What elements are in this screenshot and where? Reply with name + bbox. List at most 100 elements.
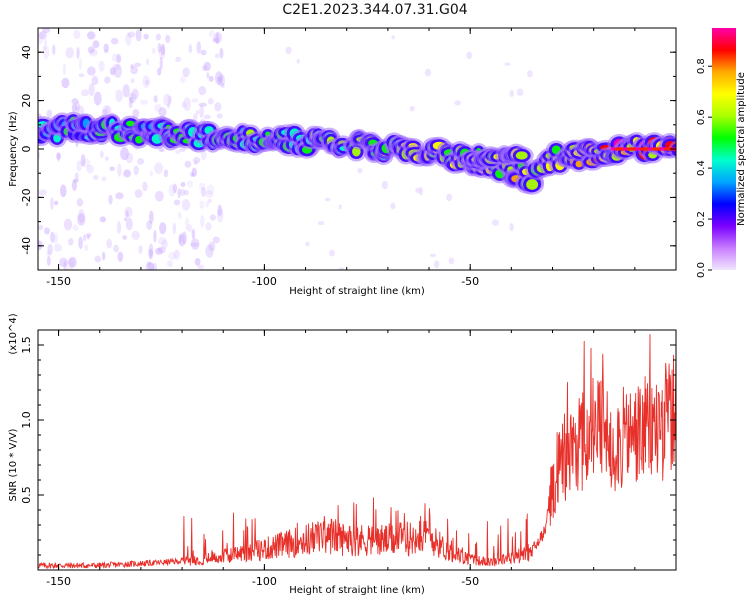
noise-speck <box>381 180 389 190</box>
noise-speck <box>305 241 310 247</box>
noise-speck <box>113 64 122 78</box>
noise-speck <box>199 182 206 191</box>
noise-speck <box>317 221 325 226</box>
noise-speck <box>155 247 163 255</box>
noise-speck <box>158 147 165 153</box>
noise-speck <box>527 70 533 78</box>
noise-speck <box>78 236 83 250</box>
noise-speck <box>109 166 115 171</box>
noise-speck <box>509 222 514 232</box>
y-tick-label: 20 <box>20 94 33 108</box>
noise-speck <box>98 60 105 72</box>
noise-speck <box>88 48 98 57</box>
noise-speck <box>120 146 129 161</box>
noise-speck <box>63 260 67 270</box>
noise-speck <box>429 253 437 258</box>
noise-speck <box>148 243 154 257</box>
y-tick-label: 1.0 <box>20 411 33 429</box>
noise-speck <box>44 38 48 47</box>
noise-speck <box>138 245 143 254</box>
noise-speck <box>148 210 154 224</box>
noise-speck <box>204 65 208 71</box>
noise-speck <box>104 156 109 161</box>
noise-speck <box>187 224 193 233</box>
noise-speck <box>124 217 128 222</box>
noise-speck <box>329 249 335 257</box>
noise-speck <box>38 31 47 40</box>
noise-speck <box>50 231 55 243</box>
noise-speck <box>296 58 300 64</box>
colorbar-tick-label: 0.0 <box>696 262 707 278</box>
noise-speck <box>148 248 154 260</box>
noise-speck <box>152 47 156 55</box>
noise-speck <box>50 197 54 211</box>
noise-speck <box>47 243 53 256</box>
noise-speck <box>357 167 363 174</box>
noise-speck <box>186 180 193 188</box>
noise-speck <box>87 46 95 54</box>
ridge-core <box>526 179 539 190</box>
noise-speck <box>216 208 224 223</box>
noise-speck <box>212 236 220 244</box>
noise-speck <box>324 197 331 202</box>
noise-speck <box>207 198 212 203</box>
noise-speck <box>159 222 167 235</box>
noise-speck <box>193 160 198 166</box>
noise-speck <box>87 66 96 76</box>
noise-speck <box>142 75 150 89</box>
noise-speck <box>214 102 222 112</box>
noise-speck <box>202 65 207 71</box>
noise-speck <box>76 160 82 172</box>
noise-speck <box>46 109 53 118</box>
noise-speck <box>91 75 99 86</box>
noise-speck <box>214 71 223 86</box>
noise-speck <box>195 109 200 115</box>
figure-title: C2E1.2023.344.07.31.G04 <box>282 2 468 18</box>
noise-speck <box>163 169 169 178</box>
spectrogram-blobs <box>38 28 676 270</box>
colorbar-tick-label: 0.6 <box>696 109 707 125</box>
noise-speck <box>128 96 134 104</box>
noise-speck <box>158 45 166 60</box>
noise-speck <box>215 32 220 45</box>
noise-speck <box>217 76 223 83</box>
y-tick-label: 40 <box>20 45 33 59</box>
noise-speck <box>56 152 62 160</box>
noise-speck <box>212 37 219 43</box>
noise-speck <box>62 63 66 76</box>
noise-speck <box>424 68 432 77</box>
colorbar-tick-label: 0.4 <box>696 160 707 176</box>
noise-speck <box>46 249 51 259</box>
noise-speck <box>205 190 214 198</box>
noise-speck <box>42 45 47 51</box>
noise-speck <box>115 192 124 200</box>
noise-speck <box>219 47 224 59</box>
noise-speck <box>206 72 210 79</box>
colorbar-tick-label: 0.8 <box>696 58 707 74</box>
noise-speck <box>125 217 133 231</box>
noise-speck <box>184 160 192 168</box>
noise-speck <box>509 89 514 98</box>
noise-speck <box>214 53 220 59</box>
noise-speck <box>188 44 193 54</box>
noise-speck <box>190 242 199 247</box>
noise-speck <box>163 93 172 106</box>
noise-speck <box>131 230 140 241</box>
noise-speck <box>101 176 107 182</box>
noise-speck <box>178 234 182 245</box>
noise-speck <box>208 75 214 82</box>
noise-speck <box>161 239 168 250</box>
noise-speck <box>83 234 87 242</box>
noise-speck <box>74 172 79 182</box>
noise-speck <box>205 222 212 231</box>
noise-speck <box>139 99 149 105</box>
noise-speck <box>418 186 424 196</box>
noise-speck <box>42 28 50 34</box>
noise-speck <box>172 222 177 235</box>
noise-speck <box>131 88 139 100</box>
spectrogram-panel: -150 -100 -50 -40 -20 0 20 40 Height of straight… <box>8 27 677 297</box>
y-axis-label: Frequency (Hz) <box>8 111 19 187</box>
noise-speck <box>137 157 145 165</box>
noise-speck <box>180 182 186 187</box>
